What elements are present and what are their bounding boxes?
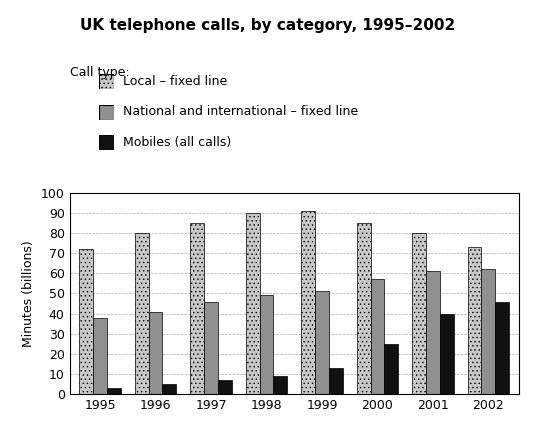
Bar	[273, 376, 287, 394]
Bar	[246, 213, 259, 394]
Bar	[149, 311, 163, 394]
Text: UK telephone calls, by category, 1995–2002: UK telephone calls, by category, 1995–20…	[80, 18, 455, 32]
Bar	[468, 247, 482, 394]
Bar	[495, 301, 509, 394]
Bar	[79, 249, 93, 394]
Bar	[135, 233, 149, 394]
Bar	[204, 301, 218, 394]
Bar	[357, 223, 371, 394]
Text: Local – fixed line: Local – fixed line	[123, 74, 227, 88]
Bar	[440, 314, 454, 394]
Bar	[385, 344, 398, 394]
Bar	[315, 291, 329, 394]
Bar	[190, 223, 204, 394]
Bar	[412, 233, 426, 394]
Bar	[371, 279, 385, 394]
Bar	[301, 211, 315, 394]
Bar	[107, 388, 121, 394]
Bar	[259, 296, 273, 394]
Text: Call type:: Call type:	[70, 66, 129, 79]
Text: Mobiles (all calls): Mobiles (all calls)	[123, 136, 231, 149]
Y-axis label: Minutes (billions): Minutes (billions)	[22, 240, 35, 347]
Bar	[93, 318, 107, 394]
Bar	[218, 380, 232, 394]
Bar	[426, 271, 440, 394]
Bar	[163, 384, 177, 394]
Bar	[329, 368, 343, 394]
Bar	[482, 269, 495, 394]
Text: National and international – fixed line: National and international – fixed line	[123, 105, 358, 118]
